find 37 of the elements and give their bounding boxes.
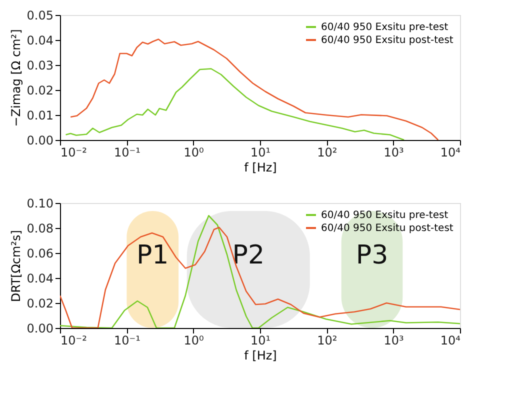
x-tick-label: 10⁻¹ — [114, 146, 141, 160]
x-tick-label: 10¹ — [250, 334, 271, 348]
y-tick-label: 0.06 — [26, 246, 54, 260]
y-tick-label: 0.05 — [26, 8, 54, 22]
x-tick-label: 10² — [317, 334, 338, 348]
x-tick-label: 10¹ — [250, 146, 271, 160]
y-axis-title: DRT[Ωcm²s] — [8, 230, 23, 302]
y-tick-label: 0.02 — [26, 296, 54, 310]
y-tick-label: 0.04 — [26, 272, 54, 286]
x-tick-label: 10³ — [384, 146, 404, 160]
x-tick-label: 10⁰ — [184, 146, 204, 160]
band-label: P2 — [232, 240, 264, 270]
legend-label: 60/40 950 Exsitu post-test — [321, 35, 454, 46]
legend-label: 60/40 950 Exsitu pre-test — [321, 22, 448, 33]
y-tick-label: 0.02 — [26, 84, 54, 98]
x-tick-label: 10⁴ — [440, 146, 461, 160]
y-tick-label: 0.10 — [26, 196, 54, 210]
x-tick-label: 10⁻² — [60, 334, 88, 348]
band-label: P1 — [136, 240, 169, 270]
y-tick-label: 0.03 — [26, 58, 54, 72]
x-tick-label: 10³ — [384, 334, 404, 348]
x-tick-label: 10² — [317, 146, 338, 160]
x-axis-title: f [Hz] — [244, 348, 277, 362]
y-tick-label: 0.00 — [26, 134, 54, 148]
y-tick-label: 0.01 — [26, 108, 54, 122]
x-tick-label: 10⁻² — [60, 146, 88, 160]
band-label: P3 — [356, 240, 388, 270]
y-axis-title: −Zimag [Ω cm²] — [8, 29, 23, 127]
x-axis-title: f [Hz] — [244, 160, 277, 174]
y-tick-label: 0.08 — [26, 222, 54, 236]
y-tick-label: 0.04 — [26, 34, 54, 48]
x-tick-label: 10⁴ — [440, 334, 461, 348]
x-tick-label: 10⁰ — [184, 334, 204, 348]
legend-label: 60/40 950 Exsitu post-test — [321, 223, 454, 234]
legend-label: 60/40 950 Exsitu pre-test — [321, 210, 448, 221]
x-tick-label: 10⁻¹ — [114, 334, 141, 348]
y-tick-label: 0.00 — [26, 322, 54, 336]
